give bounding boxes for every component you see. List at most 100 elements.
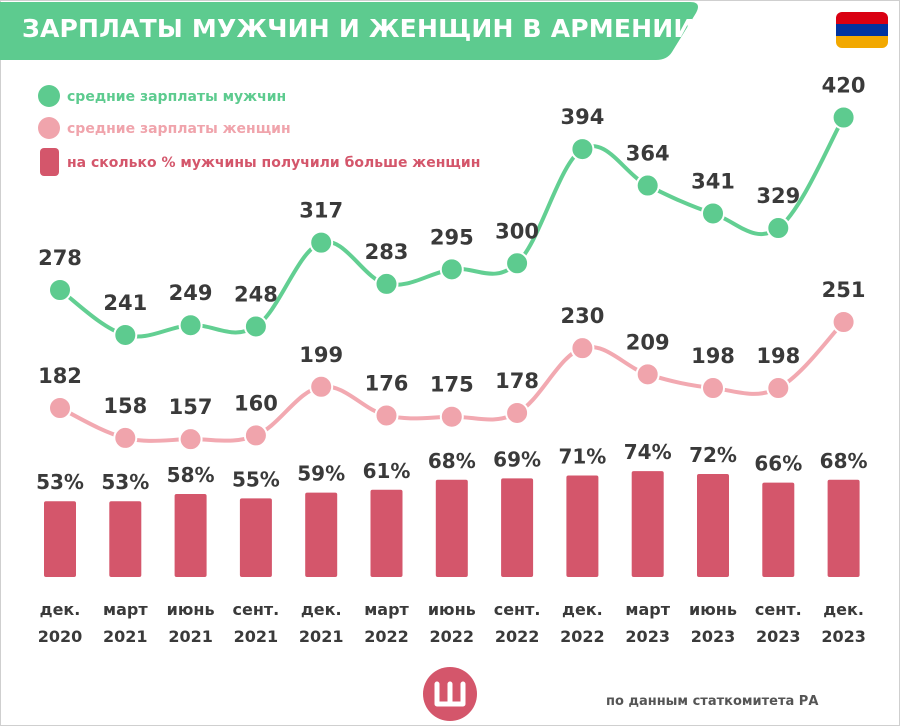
x-tick-month-6: июнь bbox=[428, 600, 476, 619]
x-tick-month-8: дек. bbox=[562, 600, 603, 619]
bar-8 bbox=[566, 475, 599, 577]
men-point-11 bbox=[766, 216, 791, 241]
men-label-12: 420 bbox=[822, 74, 866, 98]
bar-label-5: 61% bbox=[363, 459, 411, 483]
bar-5 bbox=[370, 489, 403, 577]
x-tick-year-8: 2022 bbox=[560, 627, 605, 646]
bar-7 bbox=[501, 478, 534, 577]
women-point-9 bbox=[635, 362, 660, 387]
women-point-10 bbox=[701, 376, 725, 401]
x-tick-year-5: 2022 bbox=[364, 627, 409, 646]
women-point-4 bbox=[309, 374, 334, 399]
legend-label-2: на сколько % мужчины получили больше жен… bbox=[67, 155, 480, 171]
women-point-5 bbox=[374, 403, 399, 428]
women-label-2: 157 bbox=[169, 395, 213, 419]
flag-stripe-blue bbox=[836, 24, 888, 36]
x-tick-month-3: сент. bbox=[233, 600, 280, 619]
men-point-0 bbox=[48, 278, 72, 302]
legend-label-0: средние зарплаты мужчин bbox=[67, 89, 286, 105]
x-tick-year-11: 2023 bbox=[756, 627, 801, 646]
men-label-7: 300 bbox=[495, 219, 539, 243]
bar-label-9: 74% bbox=[624, 440, 672, 464]
x-axis-labels: дек. 2020 март 2021 июнь 2021 сент. 2021 дек. 202… bbox=[38, 600, 866, 646]
women-point-12 bbox=[831, 310, 856, 334]
legend-label-1: средние зарплаты женщин bbox=[67, 121, 291, 137]
bar-2 bbox=[174, 494, 207, 577]
women-label-7: 178 bbox=[495, 369, 539, 393]
x-tick-month-0: дек. bbox=[40, 600, 81, 619]
title-banner: ЗАРПЛАТЫ МУЖЧИН И ЖЕНЩИН В АРМЕНИИ bbox=[0, 2, 700, 60]
legend: средние зарплаты мужчин средние зарплаты … bbox=[38, 85, 480, 176]
men-label-0: 278 bbox=[38, 246, 82, 270]
x-tick-month-4: дек. bbox=[301, 600, 342, 619]
men-point-2 bbox=[178, 313, 203, 338]
x-tick-month-2: июнь bbox=[167, 600, 215, 619]
bar-label-2: 58% bbox=[167, 463, 215, 487]
bar-label-1: 53% bbox=[101, 470, 149, 494]
legend-marker-1 bbox=[38, 117, 60, 139]
women-point-6 bbox=[439, 404, 464, 429]
men-label-4: 317 bbox=[299, 199, 343, 223]
x-tick-year-12: 2023 bbox=[821, 627, 866, 646]
bar-label-3: 55% bbox=[232, 467, 280, 491]
x-tick-month-10: июнь bbox=[689, 600, 737, 619]
legend-marker-0 bbox=[38, 85, 60, 107]
women-label-10: 198 bbox=[691, 344, 735, 368]
men-label-8: 394 bbox=[560, 105, 604, 129]
x-tick-year-10: 2023 bbox=[691, 627, 736, 646]
women-point-0 bbox=[48, 396, 72, 420]
bar-label-7: 69% bbox=[493, 447, 541, 471]
men-point-10 bbox=[701, 201, 725, 226]
bar-label-12: 68% bbox=[820, 449, 868, 473]
men-point-12 bbox=[831, 105, 856, 130]
bar-4 bbox=[305, 492, 338, 577]
men-point-1 bbox=[113, 322, 138, 347]
women-label-8: 230 bbox=[560, 304, 604, 328]
men-label-2: 249 bbox=[169, 281, 213, 305]
men-point-9 bbox=[635, 173, 660, 198]
x-tick-year-1: 2021 bbox=[103, 627, 148, 646]
women-series: 182 158 157 160 199 176 175 178 230 209 198 198 251 bbox=[38, 278, 866, 452]
bar-label-6: 68% bbox=[428, 449, 476, 473]
bar-6 bbox=[435, 479, 468, 577]
x-tick-month-11: сент. bbox=[755, 600, 802, 619]
men-label-3: 248 bbox=[234, 282, 278, 306]
bar-label-10: 72% bbox=[689, 443, 737, 467]
women-label-9: 209 bbox=[626, 330, 670, 354]
bar-label-8: 71% bbox=[558, 444, 606, 468]
men-point-5 bbox=[374, 271, 399, 296]
bar-3 bbox=[239, 498, 272, 577]
bar-10 bbox=[697, 474, 729, 577]
women-label-5: 176 bbox=[365, 371, 409, 395]
men-point-6 bbox=[439, 257, 464, 282]
flag-stripe-red bbox=[836, 12, 888, 24]
bar-12 bbox=[827, 479, 860, 577]
men-label-1: 241 bbox=[103, 291, 147, 315]
bar-9 bbox=[631, 471, 664, 577]
bar-0 bbox=[44, 501, 76, 577]
men-label-5: 283 bbox=[365, 240, 409, 264]
men-point-7 bbox=[505, 251, 530, 276]
women-point-1 bbox=[113, 425, 138, 450]
men-point-4 bbox=[309, 230, 334, 255]
women-label-0: 182 bbox=[38, 364, 82, 388]
men-label-6: 295 bbox=[430, 225, 474, 249]
x-tick-month-7: сент. bbox=[494, 600, 541, 619]
men-series: 278 241 249 248 317 283 295 300 394 364 341 329 420 bbox=[38, 74, 866, 347]
women-label-12: 251 bbox=[822, 278, 866, 302]
bar-1 bbox=[109, 501, 142, 577]
source-note: по данным статкомитета РА bbox=[606, 694, 819, 709]
women-label-1: 158 bbox=[103, 394, 147, 418]
women-label-11: 198 bbox=[756, 344, 800, 368]
letter-sh-logo-icon bbox=[423, 667, 477, 721]
page-title: ЗАРПЛАТЫ МУЖЧИН И ЖЕНЩИН В АРМЕНИИ bbox=[22, 14, 695, 43]
men-point-8 bbox=[570, 137, 595, 162]
x-tick-year-9: 2023 bbox=[625, 627, 670, 646]
x-tick-year-6: 2022 bbox=[430, 627, 475, 646]
title-banner-shape bbox=[0, 2, 698, 60]
x-tick-month-5: март bbox=[364, 600, 409, 619]
x-tick-month-12: дек. bbox=[823, 600, 864, 619]
men-point-3 bbox=[243, 314, 268, 339]
bar-11 bbox=[762, 482, 795, 577]
